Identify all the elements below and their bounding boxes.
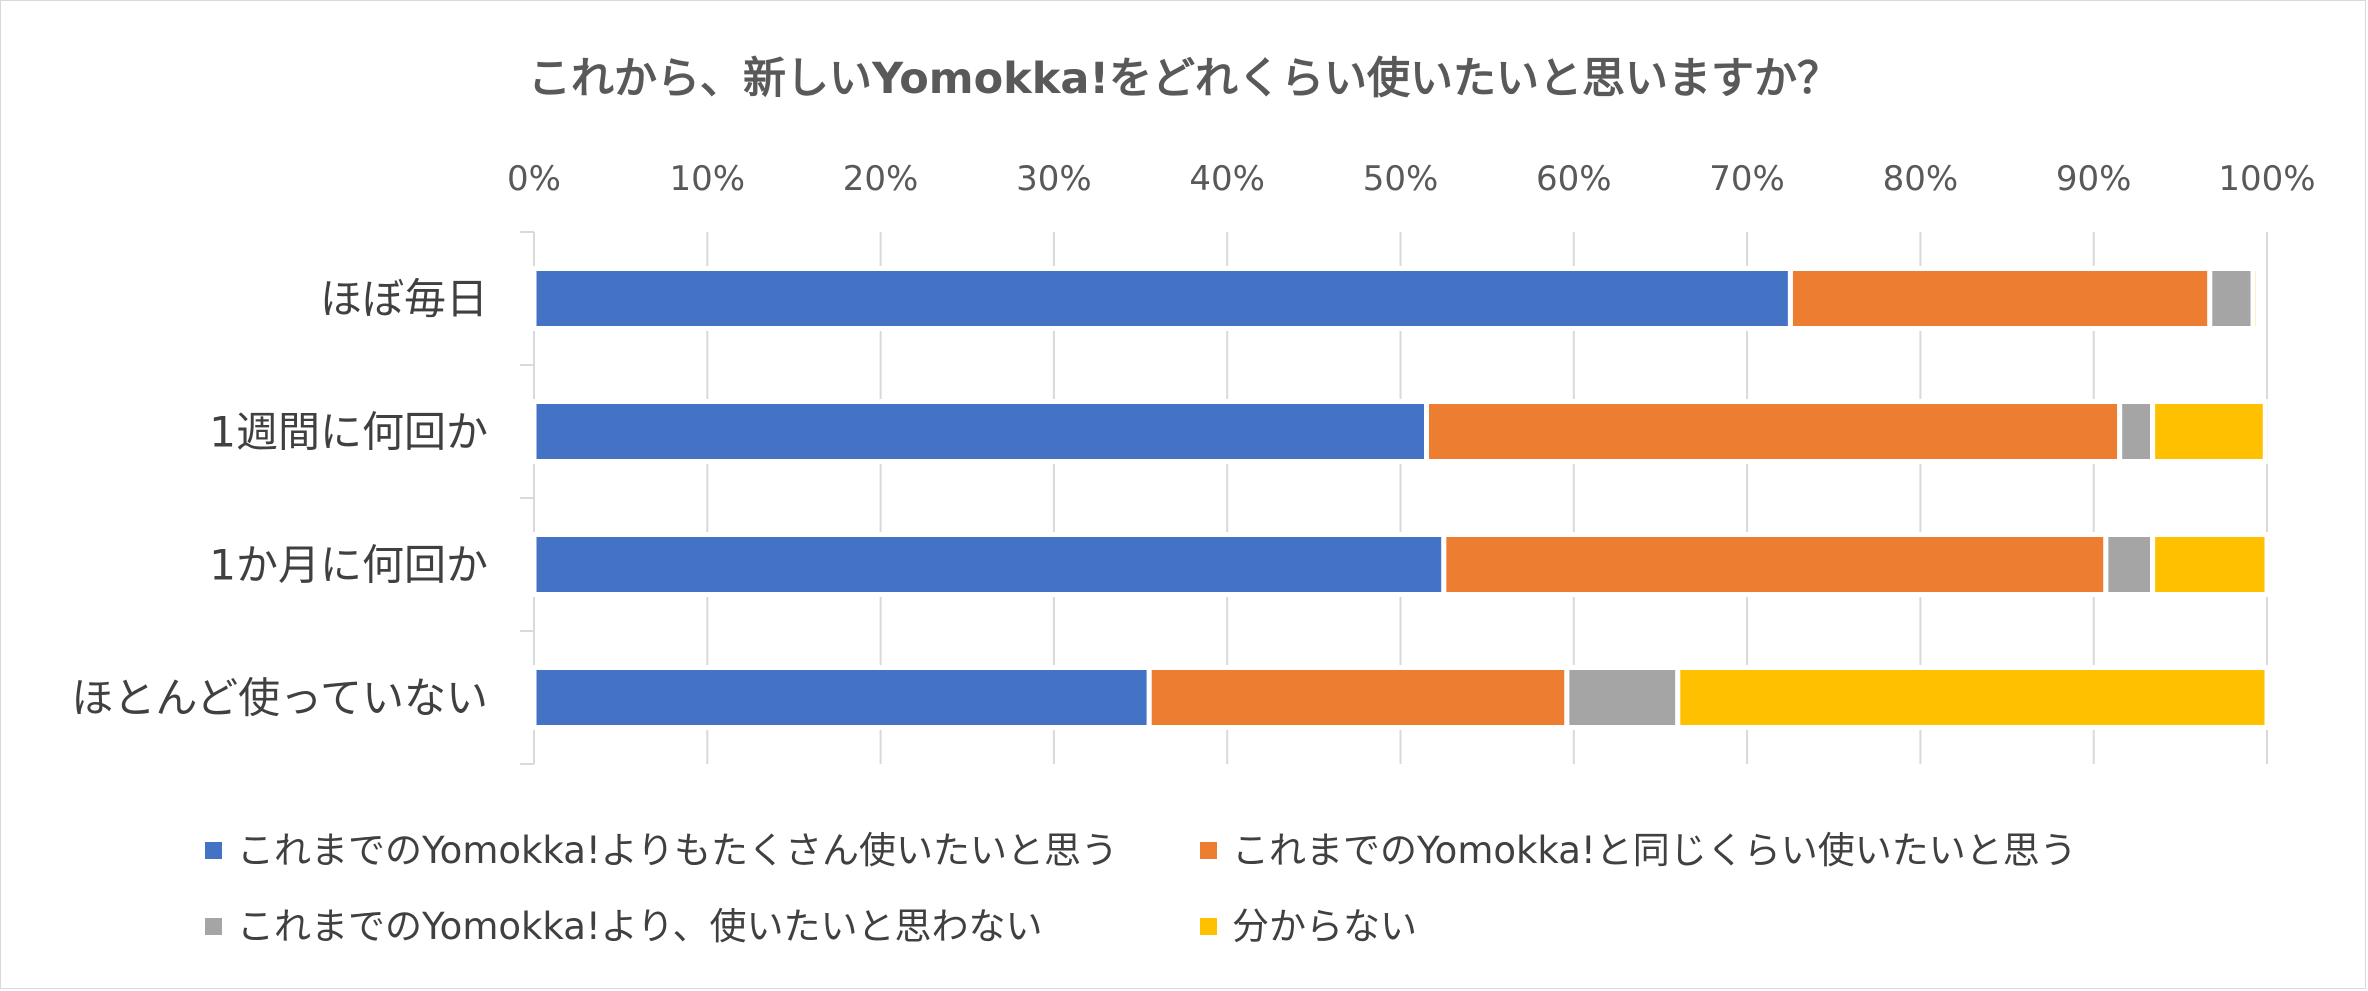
bar-segment <box>1675 665 2270 730</box>
bar-segment <box>2207 266 2256 331</box>
bar-segment <box>1423 399 2123 464</box>
x-tick-label: 0% <box>507 159 561 199</box>
legend-swatch <box>1200 918 1217 935</box>
bar-segment <box>2150 399 2268 464</box>
bar-segment <box>531 665 1152 730</box>
legend-swatch <box>1200 842 1217 859</box>
chart-title: これから、新しいYomokka!をどれくらい使いたいと思いますか？ <box>528 54 1840 104</box>
x-tick-label: 100% <box>2218 159 2315 199</box>
legend-label: これまでのYomokka!と同じくらい使いたいと思う <box>1232 829 2077 872</box>
legend-swatch <box>205 918 222 935</box>
x-tick-label: 70% <box>1709 159 1785 199</box>
category-label: ほとんど使っていない <box>71 674 488 723</box>
bar-segment <box>531 399 1429 464</box>
legend-swatch <box>205 842 222 859</box>
category-label: 1か月に何回か <box>209 541 488 590</box>
bar-segment <box>531 266 1793 331</box>
bar-segment <box>2103 532 2156 597</box>
x-tick-label: 10% <box>670 159 746 199</box>
bar-segment <box>1787 266 2213 331</box>
x-tick-label: 50% <box>1363 159 1439 199</box>
legend-label: 分からない <box>1232 905 1417 948</box>
x-tick-label: 20% <box>843 159 919 199</box>
category-label: ほぼ毎日 <box>320 275 488 324</box>
x-tick-label: 30% <box>1016 159 1092 199</box>
legend-label: これまでのYomokka!よりもたくさん使いたいと思う <box>237 829 1118 872</box>
category-label: 1週間に何回か <box>209 408 488 457</box>
bar-segment <box>1146 665 1570 730</box>
bar-segment <box>1564 665 1681 730</box>
legend-label: これまでのYomokka!より、使いたいと思わない <box>237 905 1043 948</box>
bar-segment <box>531 532 1447 597</box>
bar-segment <box>2250 266 2261 331</box>
x-tick-label: 40% <box>1189 159 1265 199</box>
bar-segment <box>2150 532 2270 597</box>
x-tick-label: 60% <box>1536 159 1612 199</box>
x-tick-label: 80% <box>1883 159 1959 199</box>
x-tick-label: 90% <box>2056 159 2132 199</box>
bar-segment <box>1441 532 2109 597</box>
bar-segment <box>2117 399 2156 464</box>
